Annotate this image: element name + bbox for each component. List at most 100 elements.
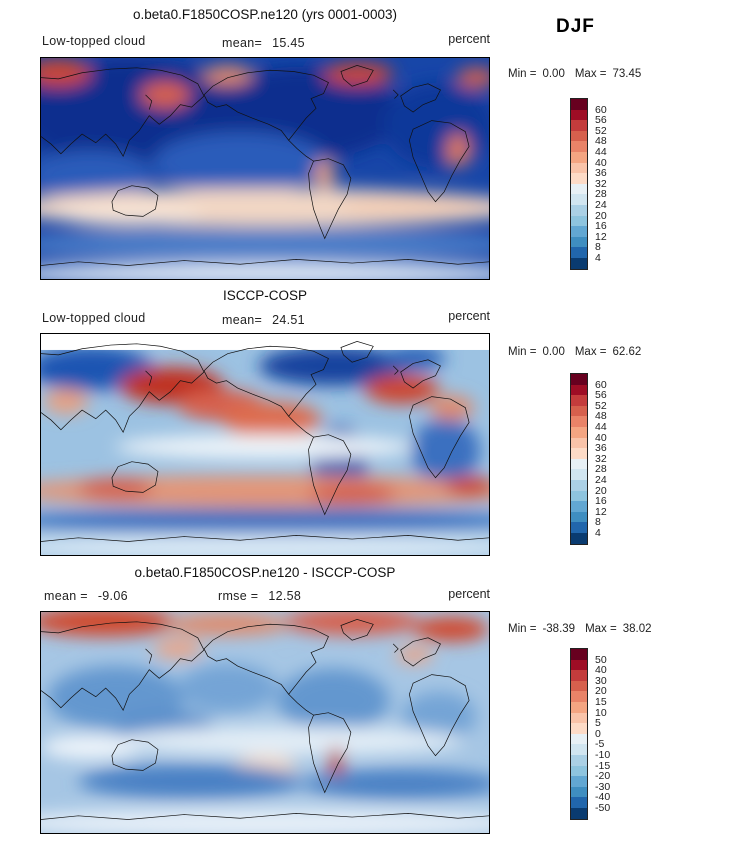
colorbar-tick-label: 5 xyxy=(595,717,601,730)
panel3-mean-value: -9.06 xyxy=(97,589,128,603)
colorbar-segment xyxy=(571,130,587,142)
colorbar-tick-label: 16 xyxy=(595,220,607,233)
colorbar-bar xyxy=(570,648,588,820)
colorbar-segment xyxy=(571,257,587,269)
panel1-max-label: Max = xyxy=(574,68,607,80)
colorbar-tick-label: 50 xyxy=(595,653,607,666)
panel1-mean: mean= 15.45 xyxy=(222,36,305,50)
colorbar-tick-label: 15 xyxy=(595,696,607,708)
colorbar-tick-label: 24 xyxy=(595,199,607,211)
colorbar-tick-label: 4 xyxy=(595,252,601,264)
colorbar-tick-label: -10 xyxy=(595,749,611,761)
colorbar-panel1: 60 56 52 48 44 40 36 32 28 24 20 16 12 8 4 xyxy=(570,98,630,270)
colorbar-tick-label: -50 xyxy=(595,802,611,814)
colorbar-segment xyxy=(571,194,587,205)
panel3-max-value: 38.02 xyxy=(622,623,652,635)
panel3-rmse-label: rmse = xyxy=(218,589,259,603)
colorbar-segment xyxy=(571,754,587,766)
panel2-mean-value: 24.51 xyxy=(272,313,305,327)
panel2-mean: mean= 24.51 xyxy=(222,313,305,327)
colorbar-tick-label: 30 xyxy=(595,674,607,687)
colorbar-segment xyxy=(571,236,587,248)
panel2-max-value: 62.62 xyxy=(612,346,642,358)
colorbar-tick-label: -20 xyxy=(595,770,611,783)
colorbar-tick-label: -40 xyxy=(595,791,611,804)
colorbar-tick-label: 12 xyxy=(595,230,607,243)
colorbar-tick-label: 16 xyxy=(595,495,607,508)
colorbar-segment xyxy=(571,670,587,681)
colorbar-tick-label: 40 xyxy=(595,156,607,169)
panel3-rmse: rmse = 12.58 xyxy=(218,589,301,603)
colorbar-segment xyxy=(571,215,587,227)
colorbar-segment xyxy=(571,99,587,110)
colorbar-segment xyxy=(571,384,587,396)
colorbar-segment xyxy=(571,807,587,819)
panel1-minmax: Min = 0.00 Max = 73.45 xyxy=(508,68,651,80)
panel3-units-label: percent xyxy=(448,587,490,601)
colorbar-segment xyxy=(571,162,587,174)
colorbar-segment xyxy=(571,479,587,491)
season-label: DJF xyxy=(556,16,595,37)
colorbar-tick-label: 40 xyxy=(595,431,607,444)
colorbar-tick-label: 60 xyxy=(595,103,607,116)
colorbar-segment xyxy=(571,765,587,777)
colorbar-segment xyxy=(571,712,587,724)
colorbar-segment xyxy=(571,448,587,459)
colorbar-segment xyxy=(571,532,587,544)
colorbar-segment xyxy=(571,469,587,480)
colorbar-tick-label: 44 xyxy=(595,146,607,158)
colorbar-segment xyxy=(571,744,587,755)
colorbar-segment xyxy=(571,426,587,438)
panel2-minmax: Min = 0.00 Max = 62.62 xyxy=(508,346,651,358)
colorbar-tick-label: 36 xyxy=(595,442,607,455)
colorbar-segment xyxy=(571,173,587,184)
colorbar-tick-label: 20 xyxy=(595,209,607,222)
colorbar-segment xyxy=(571,733,587,745)
panel1-units-label: percent xyxy=(448,32,490,46)
colorbar-segment xyxy=(571,522,587,533)
panel3-mean-label: mean = xyxy=(44,589,88,603)
colorbar-segment xyxy=(571,776,587,787)
colorbar-tick-label: 48 xyxy=(595,410,607,423)
colorbar-segment xyxy=(571,786,587,798)
colorbar-tick-label: 60 xyxy=(595,378,607,391)
colorbar-segment xyxy=(571,109,587,121)
colorbar-segment xyxy=(571,501,587,512)
colorbar-segment xyxy=(571,723,587,734)
colorbar-segment xyxy=(571,490,587,502)
panel3-min-label: Min = xyxy=(508,623,537,635)
panel2-min-label: Min = xyxy=(508,346,537,358)
colorbar-tick-label: 20 xyxy=(595,685,607,698)
panel2-title: ISCCP-COSP xyxy=(222,288,307,303)
panel1-title: o.beta0.F1850COSP.ne120 (yrs 0001-0003) xyxy=(133,7,397,22)
colorbar-tick-label: 12 xyxy=(595,505,607,518)
panel3-min-value: -38.39 xyxy=(542,623,576,635)
colorbar-segment xyxy=(571,701,587,713)
panel2-min-value: 0.00 xyxy=(542,346,565,358)
colorbar-tick-label: 20 xyxy=(595,484,607,497)
panel3-rmse-value: 12.58 xyxy=(268,589,302,603)
colorbar-tick-label: 36 xyxy=(595,167,607,180)
colorbar-segment xyxy=(571,458,587,470)
colorbar-tick-label: 28 xyxy=(595,463,607,476)
colorbar-tick-label: 52 xyxy=(595,399,607,412)
colorbar-segment xyxy=(571,511,587,523)
colorbar-tick-label: -5 xyxy=(595,738,605,751)
colorbar-tick-label: 52 xyxy=(595,124,607,137)
colorbar-tick-label: 44 xyxy=(595,421,607,433)
colorbar-tick-label: 8 xyxy=(595,241,601,254)
panel3-max-label: Max = xyxy=(585,623,617,635)
colorbar-bar xyxy=(570,98,588,270)
colorbar-segment xyxy=(571,659,587,671)
panel2-max-label: Max = xyxy=(574,346,607,358)
colorbar-tick-label: 40 xyxy=(595,664,607,677)
colorbar-tick-label: -30 xyxy=(595,780,611,793)
panel3-minmax: Min = -38.39 Max = 38.02 xyxy=(508,623,661,635)
colorbar-panel2: 60 56 52 48 44 40 36 32 28 24 20 16 12 8 4 xyxy=(570,373,630,545)
map-model-djf xyxy=(40,57,490,280)
colorbar-segment xyxy=(571,374,587,385)
colorbar-segment xyxy=(571,151,587,163)
panel2-units-label: percent xyxy=(448,309,490,323)
panel1-max-value: 73.45 xyxy=(612,68,642,80)
